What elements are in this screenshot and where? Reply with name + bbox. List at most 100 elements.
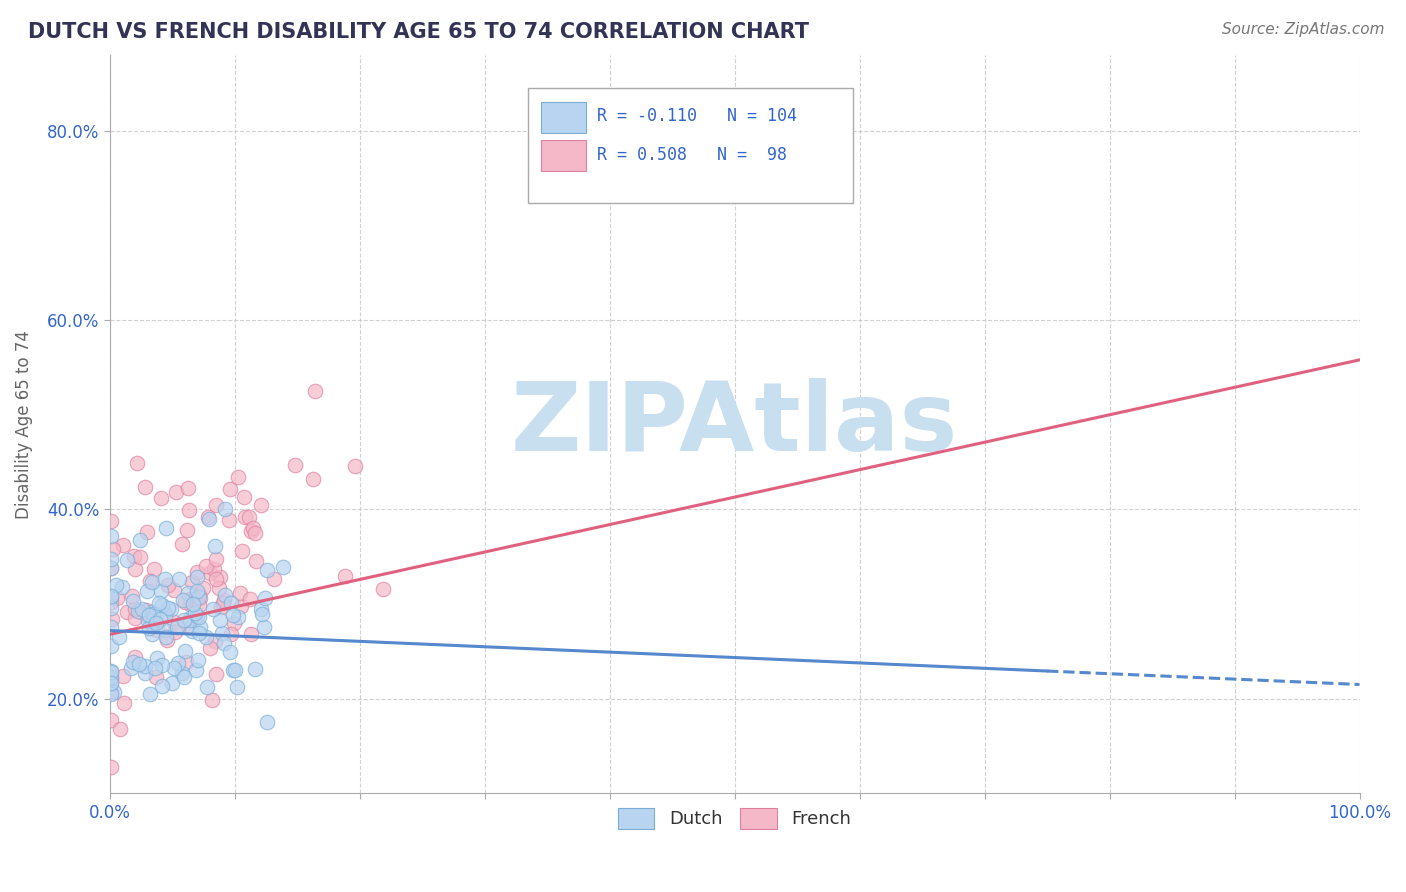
Point <box>117 553 139 567</box>
Point <box>100 672 122 686</box>
Point <box>155 521 177 535</box>
Point <box>124 562 146 576</box>
Point <box>121 589 143 603</box>
Point <box>150 657 173 672</box>
Point <box>214 588 236 602</box>
Point <box>100 590 122 604</box>
Point <box>250 498 273 512</box>
Point <box>219 482 242 496</box>
Point <box>150 679 173 693</box>
Point <box>176 523 198 537</box>
Text: ZIPAtlas: ZIPAtlas <box>510 377 959 471</box>
Point <box>198 512 221 526</box>
Point <box>124 611 146 625</box>
Point <box>134 480 156 494</box>
Point <box>200 641 222 656</box>
Point <box>335 569 357 583</box>
Point <box>197 680 219 694</box>
Point <box>181 597 204 611</box>
Point <box>186 570 208 584</box>
Point <box>205 572 228 586</box>
Point <box>179 611 201 625</box>
Point <box>253 620 276 634</box>
Point <box>202 562 225 576</box>
Point <box>122 655 145 669</box>
Point <box>181 624 204 638</box>
Point <box>229 586 252 600</box>
Point <box>197 509 219 524</box>
Point <box>186 565 208 579</box>
Point <box>103 685 125 699</box>
Point <box>201 693 224 707</box>
Point <box>101 612 124 626</box>
Text: R = -0.110   N = 104: R = -0.110 N = 104 <box>598 107 797 126</box>
Point <box>145 624 167 638</box>
Point <box>184 606 207 620</box>
Point <box>243 525 266 540</box>
Point <box>163 660 186 674</box>
Point <box>120 660 142 674</box>
Point <box>212 636 235 650</box>
Point <box>129 533 152 547</box>
Point <box>238 509 260 524</box>
Point <box>179 592 201 607</box>
Text: Source: ZipAtlas.com: Source: ZipAtlas.com <box>1222 22 1385 37</box>
Point <box>145 615 167 629</box>
Point <box>100 552 122 566</box>
Point <box>100 595 122 609</box>
Point <box>100 639 122 653</box>
Point <box>226 610 249 624</box>
Point <box>105 578 128 592</box>
Point <box>195 631 218 645</box>
Point <box>371 582 394 597</box>
Point <box>214 502 236 516</box>
Point <box>100 670 122 684</box>
Point <box>256 563 278 577</box>
Point <box>157 601 180 615</box>
Point <box>177 620 200 634</box>
Point <box>186 664 208 678</box>
Point <box>239 591 262 606</box>
Point <box>343 458 366 473</box>
Point <box>188 619 211 633</box>
Point <box>187 653 209 667</box>
Point <box>135 603 157 617</box>
Point <box>141 615 163 630</box>
Point <box>180 593 202 607</box>
Point <box>100 665 122 679</box>
Point <box>136 614 159 628</box>
Point <box>155 572 177 586</box>
Point <box>204 539 226 553</box>
Point <box>143 661 166 675</box>
Point <box>128 657 150 672</box>
FancyBboxPatch shape <box>541 140 586 171</box>
Point <box>157 578 180 592</box>
Point <box>155 623 177 637</box>
Point <box>179 613 201 627</box>
Point <box>167 572 190 586</box>
Point <box>100 664 122 678</box>
Point <box>129 605 152 619</box>
Point <box>145 616 167 631</box>
Point <box>122 593 145 607</box>
Y-axis label: Disability Age 65 to 74: Disability Age 65 to 74 <box>15 330 32 518</box>
Point <box>243 661 266 675</box>
Point <box>245 553 267 567</box>
Point <box>105 591 128 606</box>
Point <box>187 610 209 624</box>
Point <box>127 604 149 618</box>
Point <box>212 596 235 610</box>
Point <box>180 575 202 590</box>
Point <box>110 580 132 594</box>
Point <box>208 581 231 595</box>
Point <box>135 584 157 599</box>
Point <box>186 583 208 598</box>
Point <box>174 655 197 669</box>
Point <box>138 622 160 636</box>
Point <box>128 550 150 565</box>
Point <box>122 549 145 564</box>
Point <box>231 543 253 558</box>
FancyBboxPatch shape <box>541 102 586 133</box>
Point <box>159 602 181 616</box>
Point <box>138 608 160 623</box>
